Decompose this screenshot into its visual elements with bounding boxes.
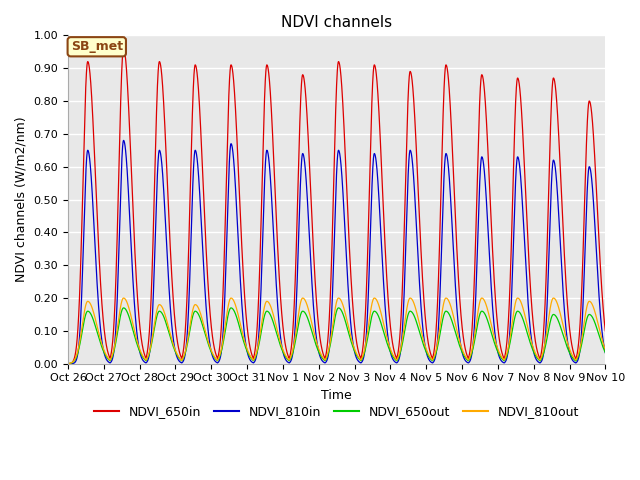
Title: NDVI channels: NDVI channels — [281, 15, 392, 30]
X-axis label: Time: Time — [321, 389, 352, 402]
Y-axis label: NDVI channels (W/m2/nm): NDVI channels (W/m2/nm) — [15, 117, 28, 282]
Text: SB_met: SB_met — [70, 40, 123, 53]
Legend: NDVI_650in, NDVI_810in, NDVI_650out, NDVI_810out: NDVI_650in, NDVI_810in, NDVI_650out, NDV… — [89, 400, 584, 423]
